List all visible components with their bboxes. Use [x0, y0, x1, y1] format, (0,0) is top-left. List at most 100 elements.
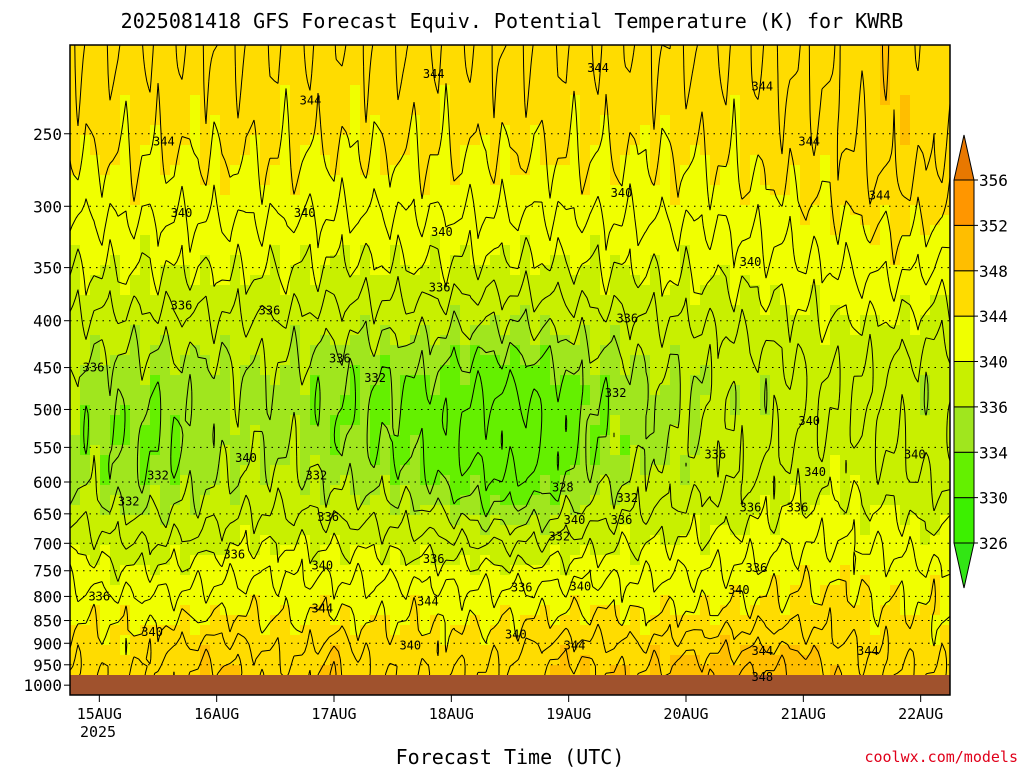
field-cell	[530, 235, 541, 246]
field-cell	[190, 125, 201, 136]
field-cell	[500, 245, 511, 256]
field-cell	[480, 535, 491, 546]
field-cell	[710, 665, 721, 676]
field-cell	[370, 115, 381, 126]
field-cell	[430, 545, 441, 556]
field-cell	[550, 605, 561, 616]
field-cell	[180, 655, 191, 666]
field-cell	[430, 135, 441, 146]
field-cell	[630, 75, 641, 86]
field-cell	[240, 405, 251, 416]
field-cell	[350, 165, 361, 176]
field-cell	[720, 175, 731, 186]
field-cell	[520, 515, 531, 526]
field-cell	[300, 275, 311, 286]
field-cell	[80, 665, 91, 676]
field-cell	[720, 95, 731, 106]
field-cell	[190, 285, 201, 296]
field-cell	[620, 555, 631, 566]
field-cell	[540, 635, 551, 646]
field-cell	[690, 115, 701, 126]
field-cell	[610, 215, 621, 226]
field-cell	[300, 545, 311, 556]
field-cell	[150, 335, 161, 346]
field-cell	[460, 395, 471, 406]
field-cell	[440, 365, 451, 376]
field-cell	[610, 305, 621, 316]
field-cell	[780, 325, 791, 336]
field-cell	[380, 165, 391, 176]
field-cell	[550, 205, 561, 216]
field-cell	[780, 335, 791, 346]
field-cell	[540, 225, 551, 236]
field-cell	[440, 515, 451, 526]
field-cell	[570, 535, 581, 546]
field-cell	[760, 125, 771, 136]
field-cell	[320, 265, 331, 276]
field-cell	[800, 585, 811, 596]
field-cell	[790, 575, 801, 586]
field-cell	[510, 385, 521, 396]
field-cell	[270, 105, 281, 116]
field-cell	[190, 185, 201, 196]
field-cell	[470, 225, 481, 236]
field-cell	[360, 415, 371, 426]
field-cell	[440, 185, 451, 196]
field-cell	[310, 575, 321, 586]
field-cell	[130, 205, 141, 216]
field-cell	[690, 485, 701, 496]
field-cell	[420, 515, 431, 526]
field-cell	[830, 95, 841, 106]
field-cell	[480, 385, 491, 396]
field-cell	[410, 335, 421, 346]
field-cell	[160, 305, 171, 316]
field-cell	[150, 205, 161, 216]
field-cell	[790, 385, 801, 396]
field-cell	[720, 265, 731, 276]
field-cell	[420, 135, 431, 146]
field-cell	[500, 65, 511, 76]
field-cell	[500, 75, 511, 86]
field-cell	[130, 575, 141, 586]
field-cell	[460, 315, 471, 326]
field-cell	[140, 595, 151, 606]
field-cell	[390, 125, 401, 136]
field-cell	[750, 535, 761, 546]
field-cell	[800, 175, 811, 186]
field-cell	[360, 145, 371, 156]
field-cell	[560, 495, 571, 506]
field-cell	[490, 525, 501, 536]
field-cell	[610, 635, 621, 646]
field-cell	[760, 95, 771, 106]
field-cell	[330, 375, 341, 386]
field-cell	[530, 95, 541, 106]
field-cell	[350, 215, 361, 226]
field-cell	[790, 365, 801, 376]
field-cell	[460, 95, 471, 106]
field-cell	[600, 325, 611, 336]
field-cell	[710, 195, 721, 206]
field-cell	[280, 285, 291, 296]
field-cell	[820, 665, 831, 676]
field-cell	[640, 655, 651, 666]
field-cell	[260, 125, 271, 136]
field-cell	[670, 425, 681, 436]
field-cell	[640, 375, 651, 386]
field-cell	[450, 455, 461, 466]
field-cell	[430, 365, 441, 376]
field-cell	[150, 285, 161, 296]
field-cell	[250, 355, 261, 366]
field-cell	[660, 325, 671, 336]
field-cell	[680, 655, 691, 666]
field-cell	[670, 455, 681, 466]
field-cell	[560, 205, 571, 216]
field-cell	[750, 305, 761, 316]
field-cell	[80, 645, 91, 656]
field-cell	[330, 435, 341, 446]
field-cell	[480, 445, 491, 456]
field-cell	[780, 445, 791, 456]
field-cell	[270, 45, 281, 56]
field-cell	[260, 115, 271, 126]
field-cell	[670, 195, 681, 206]
field-cell	[250, 545, 261, 556]
